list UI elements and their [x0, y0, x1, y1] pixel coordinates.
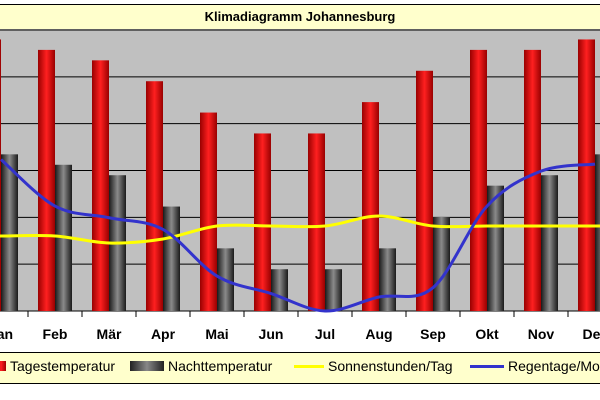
bar-tagestemperatur	[254, 133, 271, 311]
bar-tagestemperatur	[0, 39, 1, 311]
legend	[0, 352, 600, 385]
legend-label-tagestemperatur: Tagestemperatur	[10, 358, 116, 374]
bar-nachttemperatur	[541, 175, 558, 311]
legend-swatch-tagestemperatur	[0, 361, 6, 371]
bar-tagestemperatur	[524, 49, 541, 312]
legend-label-sonnenstunden: Sonnenstunden/Tag	[328, 358, 453, 374]
bar-tagestemperatur	[470, 49, 487, 312]
legend-label-regentage: Regentage/Monat	[508, 358, 600, 374]
category-label: Feb	[43, 326, 68, 342]
bar-nachttemperatur	[487, 185, 504, 311]
legend-swatch-nachttemperatur	[130, 361, 164, 371]
category-label: Jan	[0, 326, 13, 342]
bar-nachttemperatur	[433, 217, 450, 311]
bar-tagestemperatur	[578, 39, 595, 311]
bar-tagestemperatur	[200, 112, 217, 311]
category-label: Aug	[365, 326, 392, 342]
legend-swatch-regentage	[470, 364, 504, 368]
chart-title: Klimadiagramm Johannesburg	[204, 9, 396, 24]
category-label: Apr	[151, 326, 176, 342]
bar-tagestemperatur	[362, 102, 379, 311]
category-label: Mär	[97, 326, 122, 342]
bar-tagestemperatur	[92, 60, 109, 312]
bar-nachttemperatur	[163, 206, 180, 311]
legend-label-nachttemperatur: Nachttemperatur	[168, 358, 273, 374]
bar-nachttemperatur	[271, 269, 288, 311]
bottom-strip	[0, 384, 600, 400]
bar-tagestemperatur	[146, 81, 163, 311]
line-sonnenstunden	[0, 214, 600, 245]
category-label: Okt	[475, 326, 499, 342]
bar-nachttemperatur	[595, 154, 600, 311]
line-regentage	[0, 158, 596, 313]
title-box	[0, 4, 600, 30]
category-label: Mai	[205, 326, 228, 342]
category-label: Dez	[583, 326, 600, 342]
legend-swatch-sonnenstunden	[294, 364, 324, 368]
legend-item-tagestemperatur: Tagestemperatur	[0, 356, 115, 376]
legend-item-nachttemperatur: Nachttemperatur	[130, 356, 272, 376]
bar-nachttemperatur	[1, 154, 18, 311]
bar-tagestemperatur	[38, 49, 55, 312]
category-label: Sep	[420, 326, 446, 342]
bar-tagestemperatur	[308, 133, 325, 311]
category-label: Jun	[259, 326, 284, 342]
bar-nachttemperatur	[379, 248, 396, 311]
legend-item-sonnenstunden: Sonnenstunden/Tag	[294, 356, 453, 376]
legend-item-regentage: Regentage/Monat	[470, 356, 600, 376]
bar-nachttemperatur	[325, 269, 342, 311]
category-label: Nov	[528, 326, 555, 342]
category-label: Jul	[315, 326, 335, 342]
bar-tagestemperatur	[416, 70, 433, 312]
